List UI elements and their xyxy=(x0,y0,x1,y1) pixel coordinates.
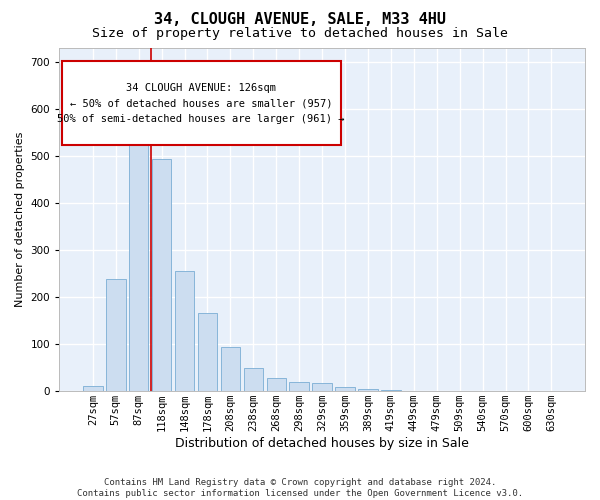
Bar xyxy=(313,382,332,391)
X-axis label: Distribution of detached houses by size in Sale: Distribution of detached houses by size … xyxy=(175,437,469,450)
Bar xyxy=(198,314,217,391)
Bar xyxy=(152,159,172,391)
Bar xyxy=(289,382,309,391)
Bar xyxy=(244,368,263,391)
Bar xyxy=(358,389,377,391)
FancyBboxPatch shape xyxy=(62,61,341,146)
Bar xyxy=(175,271,194,391)
Bar xyxy=(266,378,286,391)
Text: Size of property relative to detached houses in Sale: Size of property relative to detached ho… xyxy=(92,28,508,40)
Bar xyxy=(83,386,103,391)
Bar xyxy=(335,388,355,391)
Bar xyxy=(106,279,125,391)
Bar xyxy=(381,390,401,391)
Bar xyxy=(221,348,240,391)
Bar xyxy=(129,120,148,391)
Text: 34, CLOUGH AVENUE, SALE, M33 4HU: 34, CLOUGH AVENUE, SALE, M33 4HU xyxy=(154,12,446,28)
Text: Contains HM Land Registry data © Crown copyright and database right 2024.
Contai: Contains HM Land Registry data © Crown c… xyxy=(77,478,523,498)
Y-axis label: Number of detached properties: Number of detached properties xyxy=(15,132,25,307)
Text: 34 CLOUGH AVENUE: 126sqm
← 50% of detached houses are smaller (957)
50% of semi-: 34 CLOUGH AVENUE: 126sqm ← 50% of detach… xyxy=(58,82,345,124)
